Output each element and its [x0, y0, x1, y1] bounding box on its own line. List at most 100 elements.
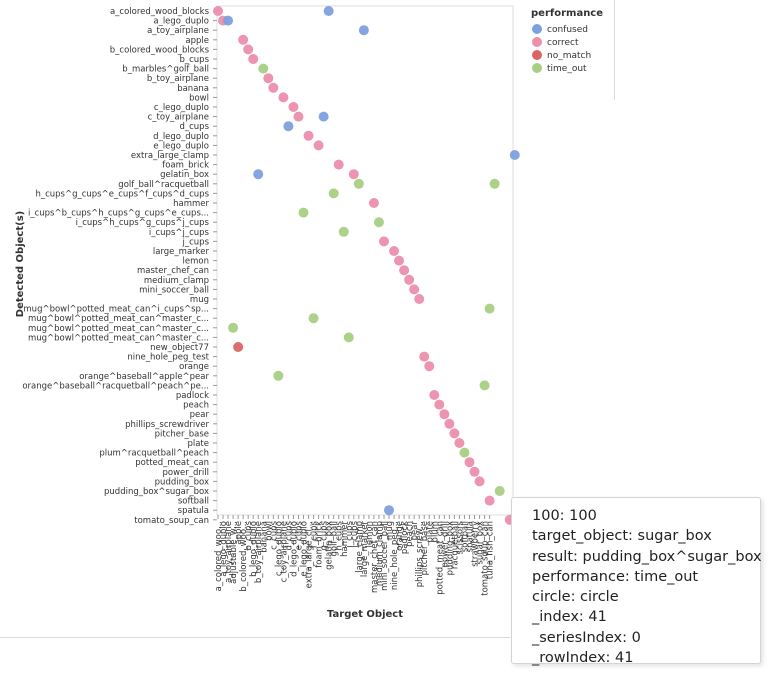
x-tick-label: bowl [264, 521, 274, 541]
point-correct[interactable] [409, 284, 420, 295]
x-tick-label: sugar_box [476, 521, 486, 565]
x-tick-label: b_toy_airplane [254, 521, 264, 583]
point-correct[interactable] [368, 198, 379, 208]
point-correct[interactable] [404, 274, 415, 285]
point-time_out[interactable] [228, 322, 239, 333]
point-confused[interactable] [384, 505, 395, 516]
y-tick-label: mug^bowl^potted_meat_can^master_c... [28, 314, 209, 324]
y-tick-label: mini_soccer_ball [139, 285, 209, 295]
point-confused[interactable] [358, 25, 369, 36]
y-tick-label: master_chef_can [137, 266, 209, 276]
point-time_out[interactable] [373, 217, 384, 228]
point-correct[interactable] [278, 92, 289, 103]
point-time_out[interactable] [338, 226, 349, 237]
point-correct[interactable] [213, 6, 223, 16]
point-confused[interactable] [318, 111, 329, 122]
x-tick-label: apple [234, 521, 244, 545]
point-correct[interactable] [268, 82, 279, 93]
point-time_out[interactable] [459, 447, 470, 458]
x-tick-label: peach [405, 521, 415, 547]
point-correct[interactable] [464, 457, 475, 468]
point-correct[interactable] [238, 34, 249, 45]
point-confused[interactable] [509, 150, 520, 160]
y-tick-label: pear [190, 410, 210, 420]
point-time_out[interactable] [343, 332, 354, 343]
point-confused[interactable] [223, 15, 234, 26]
point-correct[interactable] [484, 495, 495, 506]
point-correct[interactable] [313, 140, 324, 151]
point-correct[interactable] [378, 236, 389, 247]
chart-panel-divider [614, 0, 615, 100]
point-confused[interactable] [323, 6, 334, 16]
point-correct[interactable] [419, 351, 430, 362]
y-tick-label: plate [187, 439, 209, 449]
x-tick-label: scissors [455, 520, 465, 554]
point-correct[interactable] [434, 399, 445, 410]
point-correct[interactable] [263, 73, 274, 84]
point-time_out[interactable] [273, 370, 284, 381]
point-correct[interactable] [449, 428, 460, 439]
point-correct[interactable] [429, 390, 440, 400]
x-tick-label: e_cups [294, 520, 304, 550]
y-tick-label: gelatin_box [160, 170, 209, 180]
point-correct[interactable] [444, 418, 455, 429]
point-correct[interactable] [248, 54, 259, 64]
point-confused[interactable] [253, 169, 264, 180]
y-tick-label: padlock [176, 391, 209, 401]
point-time_out[interactable] [479, 380, 490, 391]
tooltip-line: performance: time_out [532, 568, 699, 585]
x-tick-label: gelatin_box [325, 521, 335, 570]
point-correct[interactable] [348, 169, 359, 180]
y-tick-label: orange [179, 362, 209, 372]
x-tick-label: tuna_fish_can [486, 521, 496, 579]
point-correct[interactable] [394, 255, 405, 266]
y-tick-label: mug^bowl^potted_meat_can^master_c... [28, 324, 209, 334]
y-tick-label: e_lego_duplo [153, 141, 209, 151]
point-correct[interactable] [414, 294, 425, 304]
y-tick-label: pitcher_base [155, 429, 209, 439]
point-correct[interactable] [424, 361, 435, 372]
point-correct[interactable] [288, 102, 299, 112]
y-tick-label: a_lego_duplo [153, 17, 209, 27]
x-tick-label: b_colored_woo... [239, 521, 249, 592]
point-correct[interactable] [243, 44, 254, 55]
point-time_out[interactable] [484, 303, 495, 314]
point-correct[interactable] [439, 409, 450, 420]
point-correct[interactable] [333, 159, 344, 170]
point-correct[interactable] [469, 466, 480, 477]
y-tick-label: foam_brick [162, 161, 209, 171]
y-tick-label: large_marker [153, 247, 210, 257]
point-time_out[interactable] [328, 188, 339, 199]
point-time_out[interactable] [494, 486, 505, 496]
y-tick-label: i_cups^h_cups^g_cups^j_cups [76, 218, 210, 228]
y-tick-label: j_cups [182, 237, 210, 247]
point-correct[interactable] [399, 265, 410, 276]
x-tick-label: strawberry [471, 521, 481, 567]
x-tick-label: plum [430, 521, 440, 542]
y-tick-label: b_colored_wood_blocks [110, 45, 210, 55]
x-tick-label: phillips_screw... [415, 521, 425, 587]
x-tick-label: power_drill [440, 521, 450, 568]
point-time_out[interactable] [353, 178, 364, 189]
y-axis-title: Detected Object(s) [15, 211, 26, 317]
point-no_match[interactable] [233, 342, 244, 352]
point-correct[interactable] [454, 438, 465, 448]
point-confused[interactable] [283, 121, 294, 132]
y-tick-label: phillips_screwdriver [125, 420, 209, 430]
point-time_out[interactable] [258, 63, 269, 74]
x-tick-label: a_colored_woo... [214, 521, 224, 591]
y-tick-label: softball [178, 497, 209, 507]
x-tick-label: pudding_box [445, 521, 455, 575]
point-time_out[interactable] [308, 313, 319, 324]
y-tick-label: plum^racquetball^peach [99, 449, 209, 459]
x-tick-label: large_marker [360, 521, 370, 578]
point-correct[interactable] [293, 111, 304, 122]
y-tick-label: banana [177, 84, 209, 94]
point-correct[interactable] [389, 246, 400, 256]
point-correct[interactable] [474, 476, 485, 487]
x-tick-label: padlock [400, 521, 410, 554]
point-time_out[interactable] [298, 207, 309, 218]
point-correct[interactable] [303, 130, 314, 141]
point-time_out[interactable] [489, 178, 500, 189]
